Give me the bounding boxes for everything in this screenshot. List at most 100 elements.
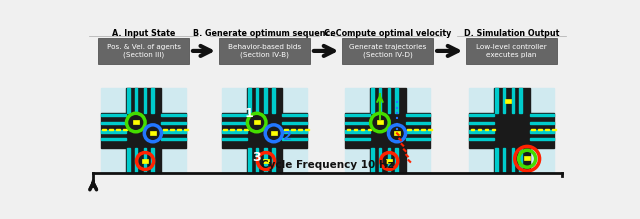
Text: C. Compute optimal velocity: C. Compute optimal velocity	[324, 29, 451, 38]
Bar	[161, 148, 186, 173]
Bar	[421, 129, 425, 130]
Bar	[469, 130, 494, 132]
Bar	[222, 148, 246, 173]
Bar	[345, 88, 370, 113]
FancyBboxPatch shape	[219, 38, 310, 64]
Bar	[406, 114, 430, 116]
Bar	[503, 148, 506, 173]
Bar	[484, 129, 488, 130]
Bar	[406, 122, 430, 124]
Bar	[161, 138, 186, 140]
Bar	[263, 159, 269, 162]
Bar	[253, 120, 260, 124]
Bar	[272, 88, 275, 113]
Bar	[396, 148, 397, 173]
Bar	[345, 148, 370, 173]
Bar	[161, 122, 186, 124]
Bar	[396, 88, 397, 113]
Bar	[414, 129, 418, 130]
Bar	[101, 113, 186, 148]
FancyBboxPatch shape	[466, 38, 557, 64]
Bar	[248, 148, 250, 173]
Bar	[406, 138, 430, 140]
Bar	[345, 130, 370, 132]
Bar	[529, 148, 554, 173]
Bar	[291, 129, 294, 130]
Bar	[406, 88, 430, 113]
Bar	[538, 129, 542, 130]
Bar	[282, 88, 307, 113]
Bar	[524, 156, 531, 160]
Bar	[230, 129, 234, 130]
FancyBboxPatch shape	[342, 38, 433, 64]
Bar	[529, 138, 554, 140]
Bar	[143, 88, 146, 113]
Bar	[428, 129, 432, 130]
Bar	[150, 131, 156, 135]
Bar	[151, 88, 154, 113]
Bar	[101, 114, 125, 116]
Bar	[264, 148, 267, 173]
Bar	[388, 88, 390, 113]
Bar	[163, 129, 167, 130]
Bar	[264, 88, 267, 113]
Bar	[469, 122, 494, 124]
Bar	[284, 129, 288, 130]
Bar	[184, 129, 188, 130]
Bar	[177, 129, 180, 130]
Bar	[248, 88, 250, 113]
Text: Cycle Frequency 10 Hz: Cycle Frequency 10 Hz	[261, 160, 394, 170]
Bar	[142, 159, 148, 162]
Bar	[101, 138, 125, 140]
Bar	[353, 129, 358, 130]
Bar	[495, 148, 498, 173]
Bar	[345, 114, 370, 116]
Bar	[135, 148, 138, 173]
Text: Pos. & Vel. of agents
(Section III): Pos. & Vel. of agents (Section III)	[106, 44, 180, 58]
Bar	[469, 114, 494, 116]
Bar	[520, 148, 522, 173]
Bar	[109, 129, 113, 130]
Text: Behavior-based bids
(Section IV-B): Behavior-based bids (Section IV-B)	[228, 44, 301, 58]
Bar	[170, 129, 174, 130]
Bar	[282, 148, 307, 173]
Bar	[505, 99, 511, 102]
Bar	[529, 122, 554, 124]
Bar	[161, 114, 186, 116]
Bar	[143, 148, 146, 173]
Bar	[503, 88, 506, 113]
Bar	[151, 148, 154, 173]
Bar	[360, 129, 364, 130]
Bar	[529, 130, 554, 132]
Bar	[222, 138, 246, 140]
Bar	[282, 114, 307, 116]
Bar	[469, 138, 494, 140]
Bar	[367, 129, 371, 130]
Bar	[345, 113, 430, 148]
Bar	[469, 88, 494, 113]
Bar	[271, 131, 277, 135]
Bar	[282, 138, 307, 140]
Bar	[244, 129, 248, 130]
Bar	[386, 159, 392, 162]
Bar	[101, 88, 125, 113]
Bar	[222, 88, 246, 113]
Bar	[347, 129, 351, 130]
Bar	[370, 88, 406, 173]
Bar	[406, 148, 430, 173]
Bar	[345, 122, 370, 124]
Bar	[305, 129, 308, 130]
Bar	[282, 130, 307, 132]
Bar	[101, 130, 125, 132]
Text: 3: 3	[252, 151, 260, 164]
Bar	[470, 129, 474, 130]
Bar	[127, 148, 129, 173]
Bar	[552, 129, 556, 130]
Bar	[116, 129, 120, 130]
Bar	[223, 129, 227, 130]
Bar	[256, 88, 259, 113]
Bar	[345, 138, 370, 140]
Bar	[256, 148, 259, 173]
Bar	[469, 148, 494, 173]
Bar	[529, 114, 554, 116]
